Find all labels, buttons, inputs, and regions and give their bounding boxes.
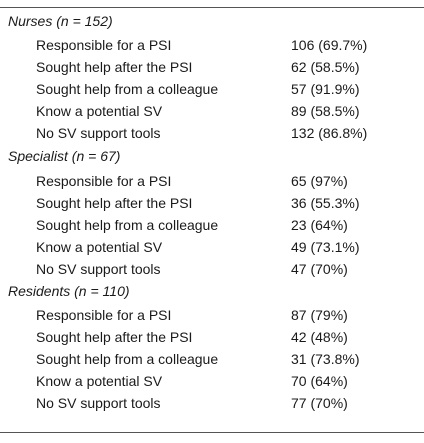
group-header-specialist: Specialist (n = 67)	[8, 148, 121, 164]
row-label: Responsible for a PSI	[36, 37, 172, 53]
row-label: No SV support tools	[36, 395, 161, 411]
row-value: 49 (73.1%)	[291, 239, 360, 255]
row-value: 62 (58.5%)	[291, 59, 360, 75]
row-label: Responsible for a PSI	[36, 173, 172, 189]
group-header-nurses: Nurses (n = 152)	[8, 13, 113, 29]
row-value: 89 (58.5%)	[291, 103, 360, 119]
row-label: Know a potential SV	[36, 373, 163, 389]
group-header-residents: Residents (n = 110)	[8, 283, 130, 299]
row-value: 23 (64%)	[291, 217, 348, 233]
row-value: 70 (64%)	[291, 373, 348, 389]
row-label: Sought help from a colleague	[36, 217, 219, 233]
row-label: Know a potential SV	[36, 103, 163, 119]
table-bottom-rule	[0, 432, 424, 433]
row-value: 106 (69.7%)	[291, 37, 368, 53]
row-value: 132 (86.8%)	[291, 125, 368, 141]
row-label: Sought help after the PSI	[36, 195, 193, 211]
row-label: Sought help after the PSI	[36, 329, 193, 345]
row-label: No SV support tools	[36, 261, 161, 277]
row-value: 47 (70%)	[291, 261, 348, 277]
row-value: 77 (70%)	[291, 395, 348, 411]
row-value: 65 (97%)	[291, 173, 348, 189]
row-label: No SV support tools	[36, 125, 161, 141]
row-value: 36 (55.3%)	[291, 195, 360, 211]
row-label: Sought help from a colleague	[36, 351, 219, 367]
row-value: 42 (48%)	[291, 329, 348, 345]
row-value: 87 (79%)	[291, 307, 348, 323]
row-label: Sought help after the PSI	[36, 59, 193, 75]
row-label: Know a potential SV	[36, 239, 163, 255]
row-value: 31 (73.8%)	[291, 351, 360, 367]
row-label: Sought help from a colleague	[36, 81, 219, 97]
row-value: 57 (91.9%)	[291, 81, 360, 97]
table-top-rule	[0, 7, 424, 8]
row-label: Responsible for a PSI	[36, 307, 172, 323]
